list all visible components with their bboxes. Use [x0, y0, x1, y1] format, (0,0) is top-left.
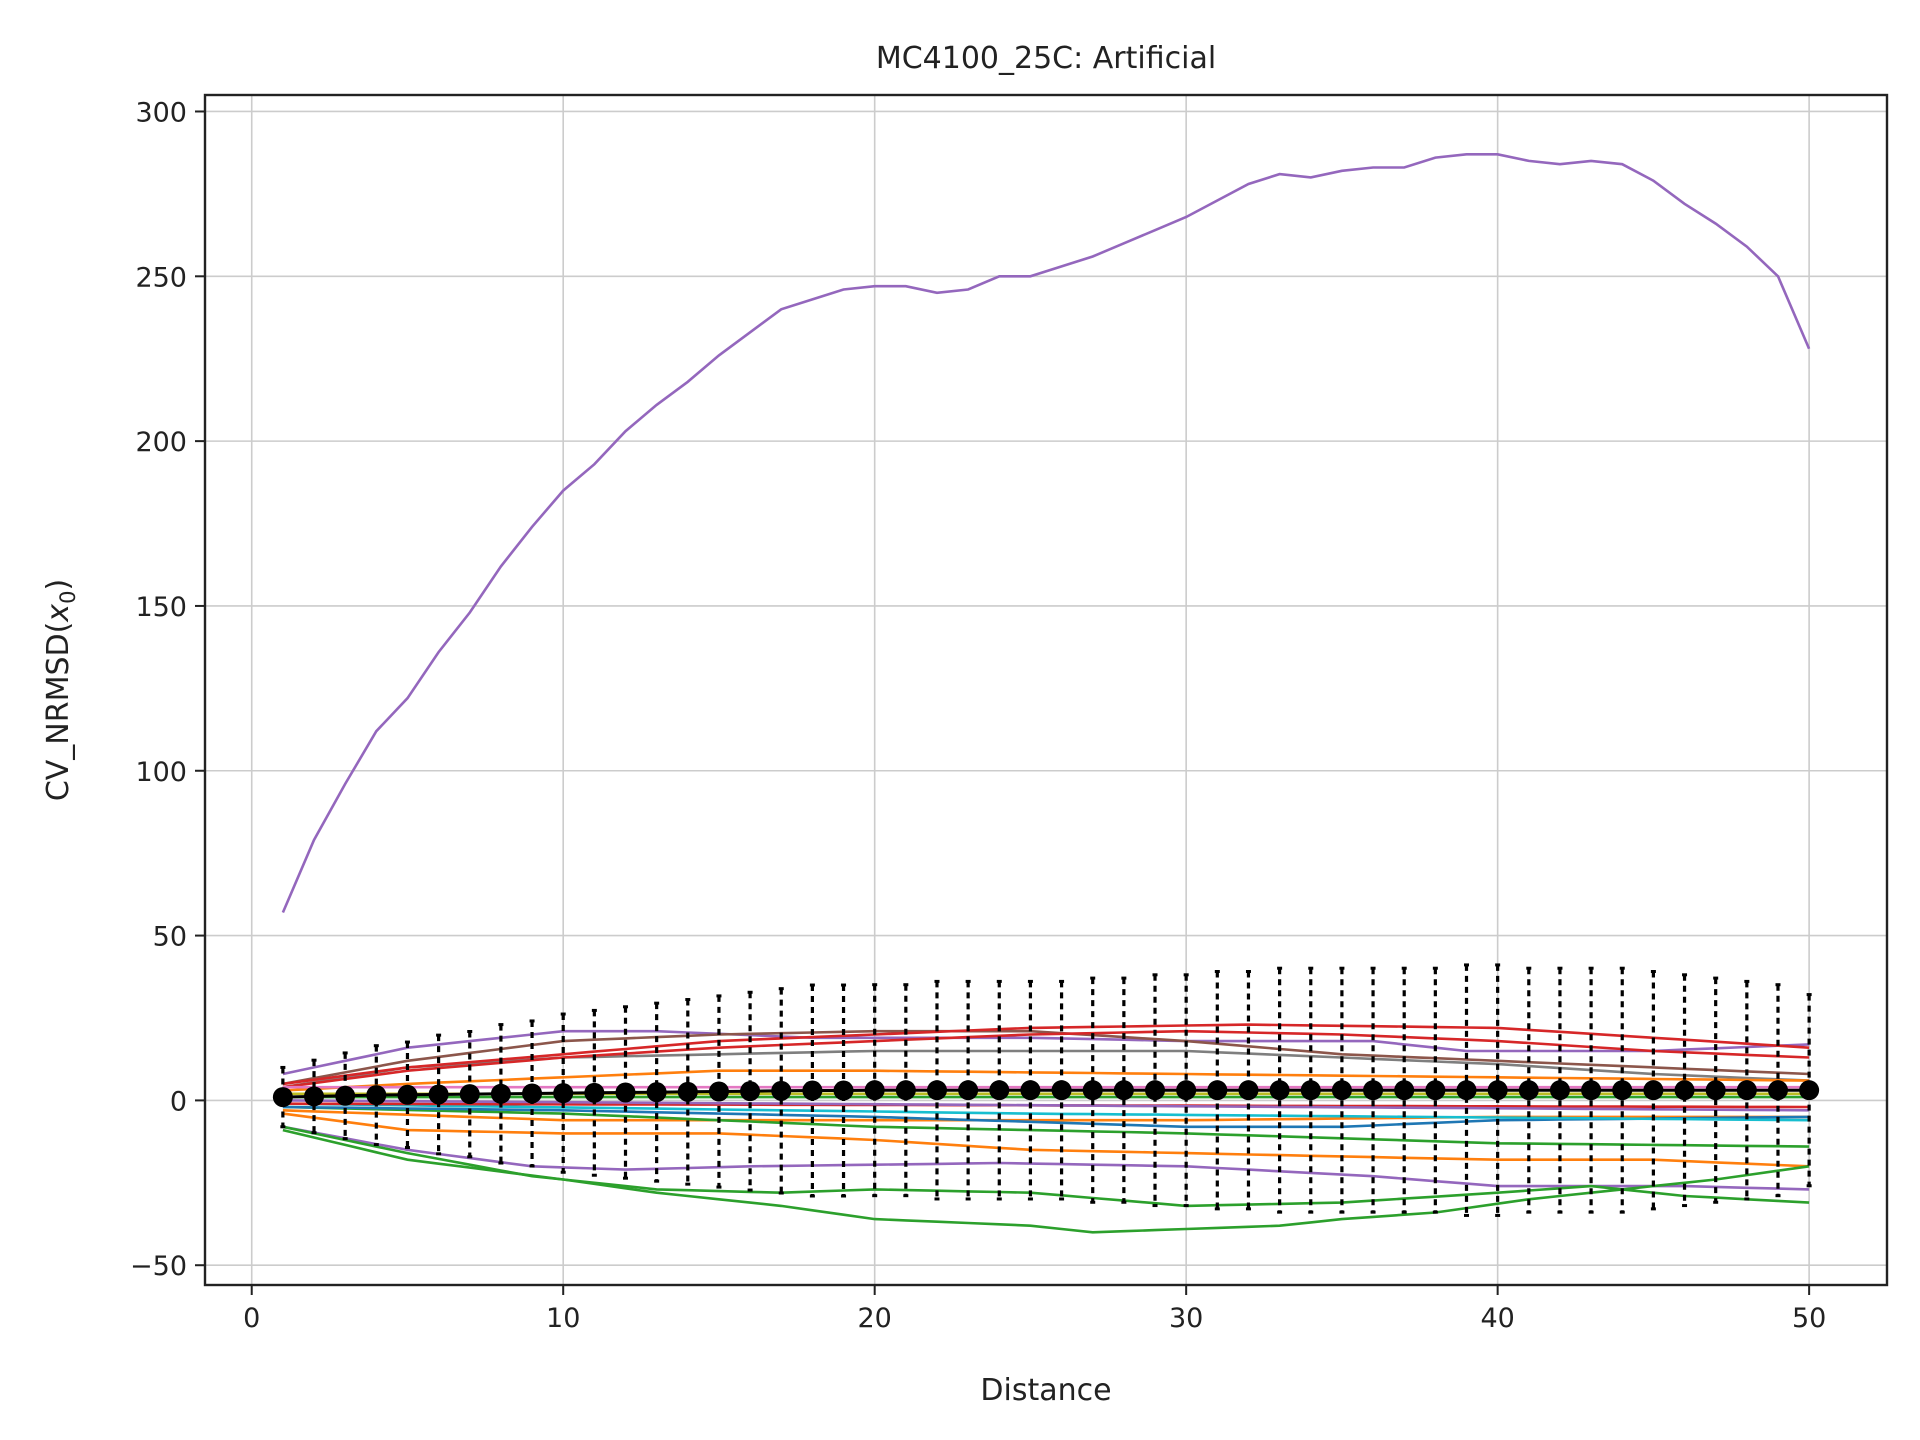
series-line	[282, 1069, 1810, 1092]
mean-point	[1082, 1080, 1103, 1101]
mean-point	[1518, 1080, 1539, 1101]
y-tick-label: 100	[135, 757, 187, 788]
mean-point	[1581, 1080, 1602, 1101]
series-line	[282, 1102, 1810, 1122]
mean-point	[366, 1085, 387, 1106]
mean-point	[1113, 1080, 1134, 1101]
mean-point	[1456, 1080, 1477, 1101]
y-tick-label: −50	[130, 1251, 187, 1282]
series-line	[282, 1125, 1810, 1191]
mean-point	[989, 1080, 1010, 1101]
mean-point	[553, 1083, 574, 1104]
series-line	[282, 1105, 1810, 1148]
mean-point	[1487, 1080, 1508, 1101]
mean-point	[1425, 1080, 1446, 1101]
x-tick-label: 40	[1480, 1303, 1514, 1334]
ticks: 0 10 20 30 40 50 −50 0 50 100 150 200 250 300	[130, 97, 1826, 1334]
grid	[205, 95, 1887, 1285]
mean-point	[895, 1080, 916, 1101]
mean-point	[1643, 1080, 1664, 1101]
y-axis-label-suffix: )	[41, 579, 76, 591]
mean-point	[1300, 1080, 1321, 1101]
mean-point	[522, 1083, 543, 1104]
mean-point	[1394, 1080, 1415, 1101]
series-line	[282, 1125, 1810, 1208]
x-tick-label: 10	[546, 1303, 580, 1334]
mean-point	[740, 1081, 761, 1102]
mean-point	[1674, 1080, 1695, 1101]
mean-point	[459, 1084, 480, 1105]
mean-point	[1767, 1080, 1788, 1101]
series-line	[282, 1023, 1810, 1086]
mean-point	[615, 1082, 636, 1103]
series-line	[281, 153, 1811, 914]
mean-point	[708, 1081, 729, 1102]
series-line	[282, 1099, 1810, 1112]
x-axis-label: Distance	[980, 1373, 1111, 1408]
mean-point	[771, 1080, 792, 1101]
x-tick-label: 20	[858, 1303, 892, 1334]
mean-point	[1612, 1080, 1633, 1101]
mean-point	[1145, 1080, 1166, 1101]
y-tick-label: 0	[170, 1086, 187, 1117]
mean-point	[1736, 1080, 1757, 1101]
mean-point	[864, 1080, 885, 1101]
mean-point	[272, 1087, 293, 1108]
y-tick-label: 200	[135, 427, 187, 458]
mean-point	[1207, 1080, 1228, 1101]
mean-point	[335, 1085, 356, 1106]
mean-point	[802, 1080, 823, 1101]
mean-point	[833, 1080, 854, 1101]
mean-layer	[272, 1080, 1820, 1108]
mean-point	[1238, 1080, 1259, 1101]
mean-point	[1705, 1080, 1726, 1101]
mean-point	[584, 1082, 605, 1103]
series-line	[282, 1112, 1810, 1168]
mean-point	[1331, 1080, 1352, 1101]
mean-point	[926, 1080, 947, 1101]
mean-point	[304, 1086, 325, 1107]
y-tick-label: 50	[153, 922, 187, 953]
mean-point	[1020, 1080, 1041, 1101]
y-axis-label-prefix: CV_NRMSD(	[41, 622, 76, 802]
y-axis-label-var: x	[41, 604, 76, 623]
chart-title: MC4100_25C: Artificial	[876, 41, 1216, 76]
x-tick-label: 0	[243, 1303, 260, 1334]
series-line	[282, 1049, 1810, 1089]
y-axis-label: CV_NRMSD(x0)	[41, 579, 80, 801]
mean-point	[1269, 1080, 1290, 1101]
mean-point	[1051, 1080, 1072, 1101]
series-line	[282, 1029, 1810, 1089]
x-tick-label: 50	[1792, 1303, 1826, 1334]
series-line	[282, 1029, 1810, 1076]
y-tick-label: 150	[135, 592, 187, 623]
mean-point	[1176, 1080, 1197, 1101]
mean-point	[1363, 1080, 1384, 1101]
series-line	[282, 1128, 1810, 1234]
mean-point	[1549, 1080, 1570, 1101]
mean-point	[397, 1084, 418, 1105]
mean-point	[958, 1080, 979, 1101]
series-line	[282, 1029, 1810, 1086]
series-line	[282, 1105, 1810, 1129]
plot-frame	[203, 93, 1889, 1287]
y-tick-label: 300	[135, 97, 187, 128]
mean-point	[490, 1083, 511, 1104]
mean-point	[428, 1084, 449, 1105]
mean-point	[646, 1082, 667, 1103]
mean-point	[1799, 1080, 1820, 1101]
series-layer	[281, 153, 1811, 1234]
mean-point	[677, 1081, 698, 1102]
y-tick-label: 250	[135, 262, 187, 293]
y-axis-label-sub: 0	[56, 591, 80, 604]
x-tick-label: 30	[1169, 1303, 1203, 1334]
